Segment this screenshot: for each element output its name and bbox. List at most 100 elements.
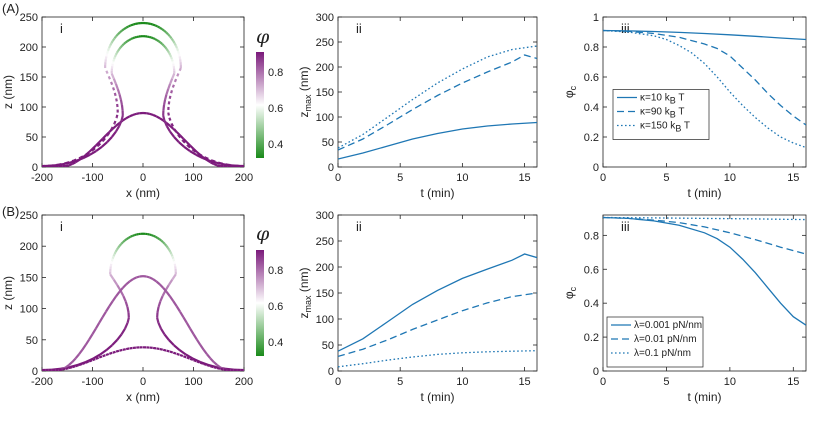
membrane-profile-segment	[65, 367, 70, 370]
membrane-profile-segment	[88, 333, 94, 341]
y-tick-label: 0.2	[584, 132, 599, 144]
axes-box	[337, 214, 538, 372]
y-tick-label: 200	[316, 62, 334, 74]
y-tick-label: 100	[20, 304, 38, 316]
series-line	[603, 216, 806, 255]
y-tick-label: 0	[593, 366, 599, 378]
y-tick-label: 200	[316, 262, 334, 274]
membrane-profile-segment	[172, 351, 178, 355]
membrane-profile-segment	[74, 353, 80, 360]
row-label-B: (B)	[2, 204, 19, 219]
legend-label: λ=0.001 pN/nm	[634, 320, 702, 331]
membrane-profile-segment	[105, 305, 111, 313]
x-tick-label: 0	[335, 172, 341, 184]
membrane-profile-segment	[111, 130, 117, 138]
colorbar-symbol: φ	[256, 223, 270, 245]
membrane-profile-segment	[73, 156, 81, 162]
membrane-profile-segment	[173, 260, 176, 265]
membrane-profile-segment	[125, 115, 131, 120]
membrane-profile-segment	[179, 353, 184, 358]
membrane-profile-segment	[118, 243, 123, 247]
membrane-profile-segment	[193, 359, 198, 363]
membrane-profile-segment	[185, 353, 194, 360]
membrane-profile-segment	[58, 161, 67, 166]
membrane-profile-segment	[165, 122, 171, 127]
membrane-profile-segment	[128, 24, 132, 28]
membrane-profile-segment	[123, 322, 129, 330]
membrane-profile-segment	[118, 94, 122, 101]
membrane-profile-segment	[168, 52, 172, 56]
membrane-profile-segment	[161, 28, 165, 32]
membrane-profile-segment	[175, 131, 181, 137]
x-tick-label: 0	[335, 376, 341, 388]
membrane-profile-segment	[162, 115, 166, 121]
membrane-profile-segment	[219, 161, 228, 166]
membrane-profile-segment	[170, 253, 174, 257]
membrane-profile-segment	[156, 317, 160, 324]
membrane-profile-segment	[125, 347, 130, 351]
membrane-profile-segment	[206, 353, 212, 360]
membrane-profile-segment	[124, 238, 128, 242]
membrane-profile-segment	[116, 333, 123, 341]
membrane-profile-segment	[152, 23, 156, 27]
membrane-profile-segment	[64, 364, 70, 369]
membrane-profile-segment	[126, 306, 130, 313]
y-tick-label: 0.4	[584, 102, 599, 114]
membrane-profile-segment	[120, 104, 124, 111]
x-tick-label: 10	[456, 376, 468, 388]
y-tick-label: 0.6	[584, 264, 599, 276]
x-axis-label: t (min)	[688, 390, 722, 404]
membrane-profile-segment	[157, 301, 162, 308]
membrane-profile-segment	[176, 50, 180, 54]
y-tick-label: 0	[32, 366, 38, 378]
membrane-profile-segment	[202, 349, 208, 355]
membrane-profile-segment	[102, 134, 109, 142]
membrane-profile-segment	[115, 291, 121, 297]
membrane-profile-segment	[182, 139, 189, 147]
x-axis-label: x (nm)	[126, 186, 160, 200]
membrane-profile-segment	[152, 37, 156, 41]
membrane-profile-segment	[160, 239, 164, 243]
membrane-profile-segment	[156, 306, 160, 313]
membrane-profile-segment	[169, 124, 175, 130]
colorbar-tick: 0.4	[268, 337, 283, 349]
series-line	[603, 216, 806, 326]
legend-label: κ=150 kB T	[640, 121, 690, 134]
membrane-profile-segment	[108, 300, 114, 307]
x-tick-label: 5	[397, 376, 403, 388]
membrane-profile-segment	[159, 347, 164, 351]
membrane-profile-segment	[92, 144, 99, 151]
series-line	[338, 121, 537, 160]
y-tick-label: 0	[328, 366, 334, 378]
membrane-profile-segment	[212, 361, 218, 366]
membrane-profile-segment	[101, 134, 107, 140]
membrane-profile-segment	[159, 283, 164, 289]
x-tick-label: 200	[235, 376, 253, 388]
legend-label: κ=90 kB T	[640, 107, 684, 120]
y-tick-label: 150	[316, 288, 334, 300]
membrane-profile-segment	[71, 357, 77, 363]
membrane-profile-segment	[106, 50, 110, 54]
membrane-profile-segment	[122, 117, 127, 122]
membrane-profile-segment	[169, 89, 174, 97]
membrane-profile-segment	[118, 287, 124, 293]
y-axis-label: zmax (nm)	[297, 66, 313, 117]
membrane-profile-segment	[122, 295, 127, 302]
membrane-profile-segment	[178, 141, 185, 148]
membrane-profile-segment	[115, 33, 119, 37]
series-line	[603, 29, 806, 41]
membrane-profile-segment	[113, 54, 117, 58]
x-tick-label: 10	[724, 172, 736, 184]
membrane-profile-segment	[122, 239, 126, 243]
membrane-profile-segment	[168, 339, 175, 346]
membrane-profile-segment	[189, 150, 197, 156]
membrane-profile-segment	[170, 123, 176, 131]
plot-area	[42, 21, 244, 167]
membrane-profile-segment	[135, 275, 140, 279]
membrane-profile-segment	[112, 37, 116, 42]
membrane-profile-segment	[149, 112, 154, 116]
x-tick-label: 10	[456, 172, 468, 184]
